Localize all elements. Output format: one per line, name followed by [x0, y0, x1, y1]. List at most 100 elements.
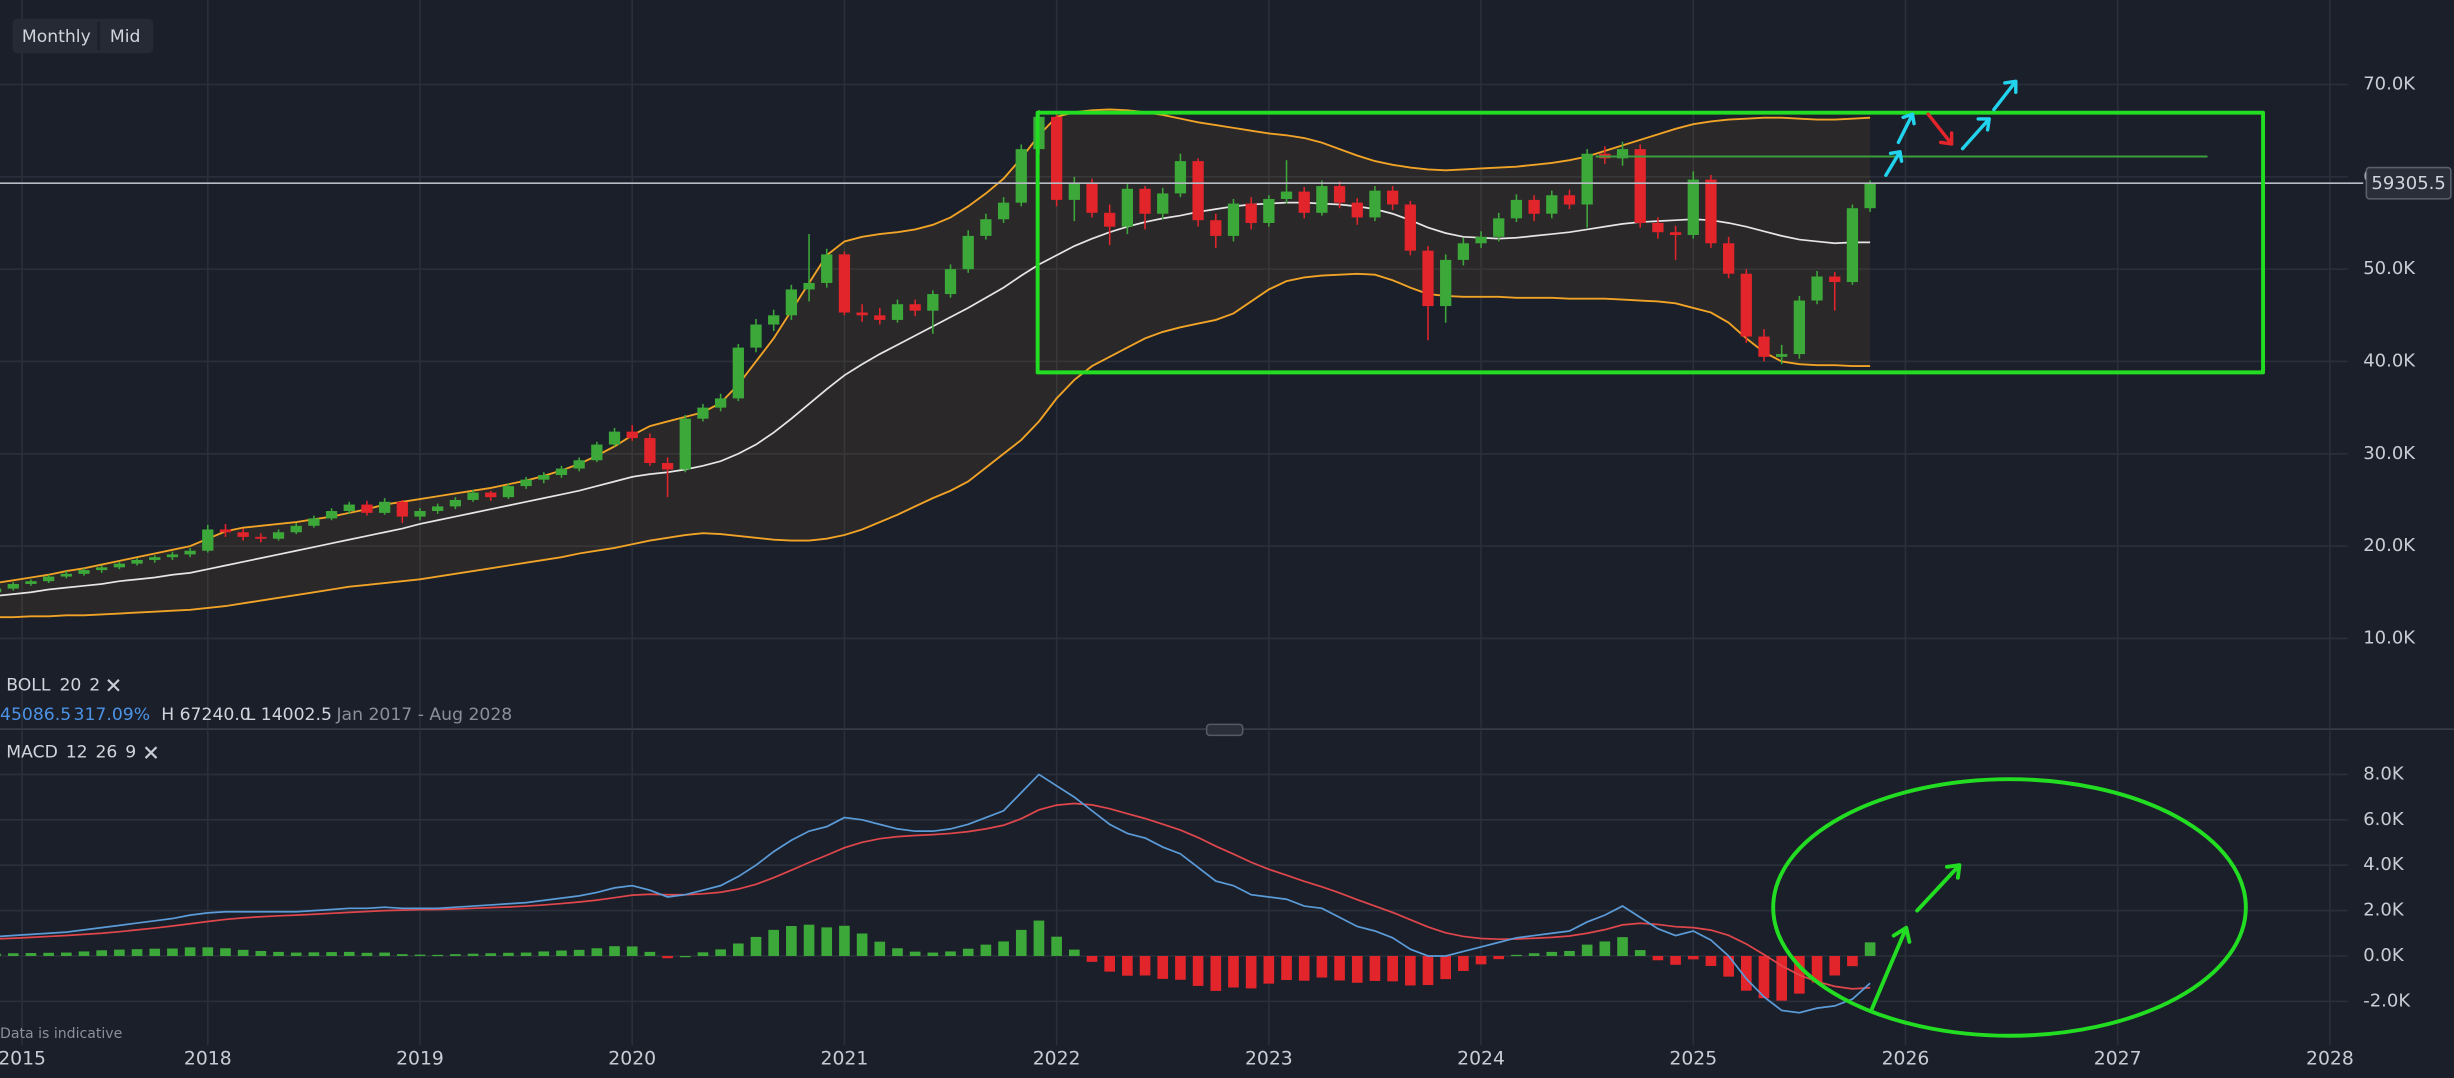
candle-body: [821, 254, 833, 283]
macd-histogram-bar: [697, 952, 709, 956]
y-tick-label: 4.0K: [2363, 854, 2405, 875]
macd-histogram-bar: [1033, 920, 1045, 956]
candle-body: [1528, 199, 1540, 214]
candle-body: [1086, 183, 1098, 213]
indicator-param: 12: [66, 743, 88, 763]
candle-body: [1280, 191, 1293, 199]
candle-body: [7, 583, 19, 589]
macd-histogram-bar: [290, 952, 302, 956]
candle-body: [96, 567, 108, 571]
macd-histogram-bar: [856, 933, 868, 956]
macd-histogram-bar: [503, 952, 514, 956]
macd-histogram-bar: [414, 954, 426, 956]
macd-histogram-bar: [96, 950, 108, 956]
macd-histogram-bar: [361, 952, 373, 956]
candle-body: [520, 479, 532, 487]
macd-histogram-bar: [803, 924, 815, 956]
macd-histogram-bar: [308, 952, 320, 956]
macd-histogram-bar: [1122, 955, 1133, 976]
macd-histogram-bar: [167, 948, 178, 956]
macd-legend: MACD 12 26 9: [6, 743, 158, 763]
candle-body: [944, 269, 957, 295]
candle-body: [184, 550, 196, 555]
macd-histogram-bar: [273, 951, 284, 956]
macd-histogram-bar: [467, 953, 479, 956]
candle-body: [1192, 161, 1204, 221]
macd-histogram-bar: [1245, 955, 1257, 989]
candle-body: [1333, 186, 1346, 203]
candle-body: [1121, 188, 1134, 227]
candle-body: [25, 581, 37, 584]
candle-body: [856, 312, 868, 316]
interval-button[interactable]: Monthly: [22, 27, 91, 47]
candle-body: [891, 304, 904, 320]
candle-body: [1139, 188, 1151, 214]
macd-histogram-bar: [1281, 955, 1292, 981]
macd-histogram-bar: [1581, 944, 1593, 956]
last-price-box: [2365, 166, 2452, 200]
candle-body: [1263, 198, 1275, 223]
candle-body: [1846, 208, 1859, 283]
macd-histogram-bar: [1139, 955, 1151, 976]
macd-histogram-bar: [1599, 941, 1611, 956]
x-tick-label: 2018: [184, 1049, 232, 1070]
macd-histogram-bar: [1175, 955, 1186, 980]
candle-body: [1104, 212, 1116, 227]
close-icon[interactable]: [144, 746, 158, 759]
y-tick-label: 40.0K: [2363, 350, 2416, 371]
macd-histogram-bar: [679, 955, 691, 958]
y-tick-label: 0.0K: [2363, 945, 2405, 966]
macd-histogram-bar: [945, 951, 956, 956]
candle-body: [255, 536, 267, 539]
y-tick-label: 70.0K: [2363, 73, 2416, 94]
macd-histogram-bar: [1670, 955, 1681, 965]
macd-histogram-bar: [1192, 955, 1204, 986]
candle-body: [42, 576, 55, 582]
close-icon[interactable]: [107, 679, 120, 692]
macd-histogram-bar: [998, 941, 1009, 956]
candle-body: [626, 431, 638, 439]
y-tick-label: 20.0K: [2363, 535, 2416, 556]
macd-histogram-bar: [1068, 949, 1080, 956]
macd-histogram-bar: [343, 951, 355, 956]
candle-body: [785, 289, 798, 316]
macd-histogram-bar: [255, 950, 267, 956]
macd-histogram-bar: [220, 948, 231, 956]
macd-histogram-bar: [25, 953, 37, 956]
macd-histogram-bar: [520, 952, 532, 956]
macd-histogram-bar: [715, 949, 726, 956]
toolbar: Monthly Mid: [12, 18, 154, 54]
candle-body: [378, 501, 391, 513]
macd-histogram-bar: [432, 954, 444, 957]
macd-histogram-bar: [1493, 955, 1505, 960]
macd-histogram-bar: [1723, 955, 1734, 977]
candle-body: [149, 557, 161, 560]
macd-histogram-bar: [114, 949, 125, 956]
indicator-param: 9: [125, 743, 136, 763]
candle-body: [1210, 220, 1222, 236]
candle-body: [573, 460, 585, 469]
candle-body: [1174, 161, 1187, 194]
candle-body: [502, 486, 515, 498]
macd-histogram-bar: [892, 948, 903, 956]
macd-histogram-bar: [379, 952, 390, 956]
macd-histogram-bar: [821, 927, 833, 956]
footnote: Data is indicative: [0, 1026, 122, 1042]
pane-handle[interactable]: [1205, 723, 1244, 737]
x-tick-label: 2020: [608, 1049, 656, 1070]
price-type-button[interactable]: Mid: [110, 27, 141, 47]
focus-ellipse: [1771, 777, 2248, 1038]
candle-body: [714, 398, 727, 408]
axes: 10.0K20.0K30.0K40.0K50.0K60.0K70.0K-2.0K…: [0, 73, 2452, 1070]
x-tick-label: 2023: [1245, 1049, 1293, 1070]
candle-body: [325, 511, 338, 519]
candle-body: [0, 588, 2, 593]
stat: L 14002.5: [246, 705, 332, 725]
candle-body: [1740, 273, 1752, 337]
macd-histogram-bar: [1157, 955, 1169, 979]
candle-body: [396, 501, 408, 517]
arrow: [1896, 112, 1916, 145]
candle-body: [1157, 193, 1169, 214]
candle-body: [1475, 236, 1487, 244]
